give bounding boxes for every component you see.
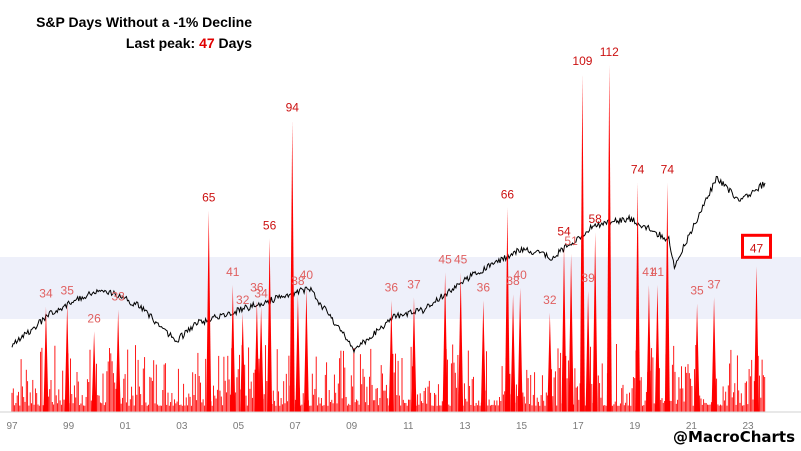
x-tick-label: 19 [629, 421, 641, 432]
peak-bar [303, 288, 309, 412]
last-peak-line: Last peak: 47 Days [36, 33, 252, 54]
x-tick-label: 99 [63, 421, 75, 432]
peak-bar [258, 306, 264, 412]
x-tick-label: 15 [516, 421, 528, 432]
last-peak-prefix: Last peak: [125, 35, 196, 51]
peak-label: 112 [600, 45, 619, 59]
background-bars [11, 343, 766, 412]
peak-label: 34 [39, 287, 53, 301]
peak-bar [646, 284, 652, 412]
x-tick-label: 13 [459, 421, 471, 432]
peak-bar [635, 182, 641, 412]
peak-label: 39 [581, 271, 595, 285]
peak-bar [510, 294, 516, 412]
peak-label: 32 [236, 293, 250, 307]
peak-bar [458, 272, 464, 412]
peak-bar [91, 331, 97, 412]
peak-label: 38 [506, 274, 520, 288]
peak-label: 51 [564, 234, 578, 248]
x-tick-label: 97 [6, 421, 18, 432]
peak-bar [606, 64, 612, 413]
peak-label: 26 [87, 311, 101, 325]
peak-label: 35 [61, 284, 75, 298]
peak-bar [240, 312, 246, 412]
peak-bar [592, 232, 598, 412]
highlight-box [741, 233, 773, 259]
peak-bar [711, 297, 717, 412]
x-tick-label: 09 [346, 421, 358, 432]
peak-label: 47 [750, 241, 764, 255]
spx-line [11, 175, 766, 354]
peak-label: 54 [557, 225, 571, 239]
peak-bar [64, 303, 70, 412]
peak-bar [664, 182, 670, 412]
peak-label: 35 [690, 284, 704, 298]
peak-bar [289, 120, 295, 412]
peak-label: 36 [250, 280, 264, 294]
shaded-band [0, 257, 801, 319]
chart-title-block: S&P Days Without a -1% Decline Last peak… [36, 12, 252, 54]
peak-bar [585, 291, 591, 412]
peak-label: 66 [501, 187, 515, 201]
peak-bar [579, 74, 585, 412]
x-tick-label: 23 [742, 421, 754, 432]
peak-bar [254, 300, 260, 412]
peak-label: 33 [111, 290, 125, 304]
x-tick-label: 01 [120, 421, 132, 432]
peak-label: 34 [254, 287, 268, 301]
x-tick-label: 21 [686, 421, 698, 432]
peak-label: 41 [642, 265, 656, 279]
peak-bar [115, 309, 121, 412]
peak-bar [568, 253, 574, 412]
peak-bar [754, 266, 760, 412]
x-tick-label: 03 [176, 421, 188, 432]
peak-label: 56 [263, 218, 277, 232]
peak-label: 45 [438, 253, 452, 267]
peak-bar [206, 210, 212, 412]
peak-label: 74 [661, 163, 675, 177]
peak-spikes [43, 64, 760, 413]
peak-bar [411, 297, 417, 412]
last-peak-value: 47 [199, 35, 215, 51]
peak-bar [267, 238, 273, 412]
peak-bar [547, 312, 553, 412]
peak-label: 37 [707, 277, 721, 291]
peak-bar [43, 306, 49, 412]
peak-bar [561, 244, 567, 412]
peak-label: 38 [291, 274, 305, 288]
peak-bar [388, 300, 394, 412]
peak-label: 40 [513, 268, 527, 282]
peak-bar [295, 294, 301, 412]
x-tick-label: 11 [403, 421, 414, 432]
peak-bar [694, 303, 700, 412]
peak-label: 37 [407, 277, 421, 291]
peak-label: 36 [385, 280, 399, 294]
peak-label: 109 [572, 54, 592, 68]
peak-bar [504, 207, 510, 412]
x-tick-label: 17 [573, 421, 585, 432]
x-tick-label: 05 [233, 421, 245, 432]
peak-label: 45 [454, 253, 468, 267]
peak-label: 32 [543, 293, 557, 307]
last-peak-suffix: Days [218, 35, 252, 51]
peak-label: 58 [588, 212, 602, 226]
peak-bar [480, 300, 486, 412]
peak-label: 74 [631, 163, 645, 177]
peak-label: 94 [286, 101, 300, 115]
peak-bar [654, 284, 660, 412]
x-tick-label: 07 [290, 421, 302, 432]
peak-label: 41 [226, 265, 240, 279]
peak-label: 40 [300, 268, 314, 282]
watermark: @MacroCharts [673, 428, 795, 446]
peak-bar [517, 288, 523, 412]
peak-label: 65 [202, 191, 216, 205]
chart-title: S&P Days Without a -1% Decline [36, 14, 252, 30]
peak-label: 41 [651, 265, 665, 279]
peak-label: 36 [477, 280, 491, 294]
peak-bar [230, 284, 236, 412]
peak-bar [442, 272, 448, 412]
